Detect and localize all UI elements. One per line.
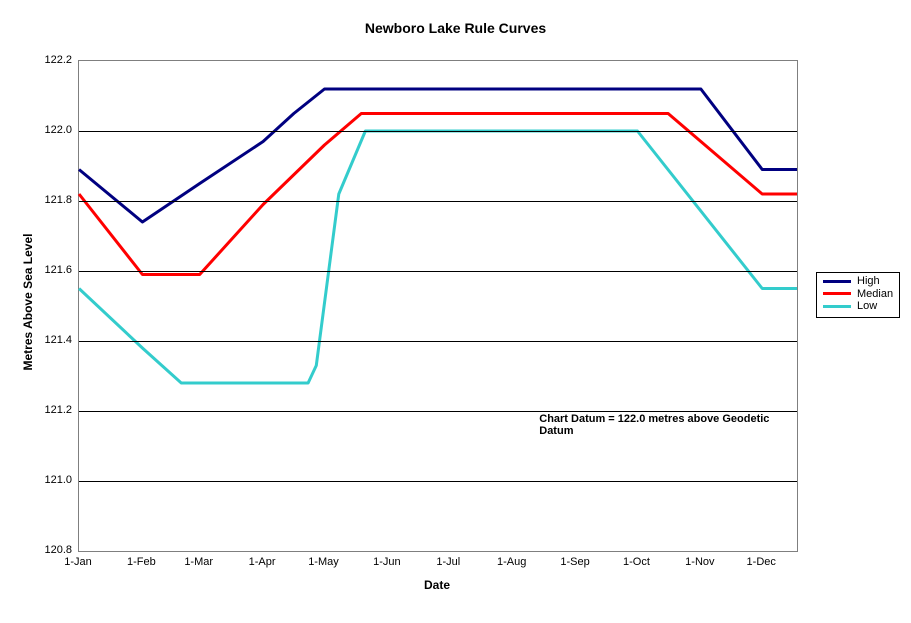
legend-box: HighMedianLow bbox=[816, 272, 900, 318]
chart-title: Newboro Lake Rule Curves bbox=[0, 20, 911, 36]
series-high bbox=[79, 89, 797, 222]
y-tick-label: 121.6 bbox=[24, 264, 72, 276]
legend-swatch bbox=[823, 305, 851, 308]
x-tick-label: 1-Oct bbox=[606, 556, 666, 568]
gridline-h bbox=[79, 411, 797, 412]
y-tick-label: 121.4 bbox=[24, 334, 72, 346]
gridline-h bbox=[79, 131, 797, 132]
chart-container: { "chart": { "type": "line", "title": "N… bbox=[0, 0, 911, 623]
x-tick-label: 1-Dec bbox=[731, 556, 791, 568]
legend-row-median: Median bbox=[823, 288, 893, 301]
x-tick-label: 1-Sep bbox=[545, 556, 605, 568]
legend: HighMedianLow bbox=[816, 272, 900, 318]
y-tick-label: 122.0 bbox=[24, 124, 72, 136]
legend-row-low: Low bbox=[823, 300, 893, 313]
gridline-h bbox=[79, 481, 797, 482]
y-tick-label: 121.2 bbox=[24, 404, 72, 416]
x-tick-label: 1-Jan bbox=[48, 556, 108, 568]
legend-row-high: High bbox=[823, 275, 893, 288]
gridline-h bbox=[79, 271, 797, 272]
series-low bbox=[79, 131, 797, 383]
x-tick-label: 1-Nov bbox=[670, 556, 730, 568]
gridline-h bbox=[79, 201, 797, 202]
legend-label: Median bbox=[857, 288, 893, 301]
y-tick-label: 121.0 bbox=[24, 474, 72, 486]
x-tick-label: 1-Mar bbox=[169, 556, 229, 568]
legend-swatch bbox=[823, 292, 851, 295]
x-tick-label: 1-Jul bbox=[418, 556, 478, 568]
legend-label: High bbox=[857, 275, 880, 288]
y-tick-label: 122.2 bbox=[24, 54, 72, 66]
plot-area: Chart Datum = 122.0 metres above Geodeti… bbox=[78, 60, 798, 552]
y-tick-label: 120.8 bbox=[24, 544, 72, 556]
y-tick-label: 121.8 bbox=[24, 194, 72, 206]
gridline-h bbox=[79, 341, 797, 342]
x-tick-label: 1-Apr bbox=[232, 556, 292, 568]
legend-swatch bbox=[823, 280, 851, 283]
x-axis-label: Date bbox=[78, 578, 796, 592]
x-tick-label: 1-Jun bbox=[357, 556, 417, 568]
x-tick-label: 1-Feb bbox=[111, 556, 171, 568]
y-axis-label: Metres Above Sea Level bbox=[21, 202, 35, 402]
legend-label: Low bbox=[857, 300, 877, 313]
x-tick-label: 1-May bbox=[293, 556, 353, 568]
line-series-svg bbox=[79, 61, 797, 551]
x-tick-label: 1-Aug bbox=[482, 556, 542, 568]
chart-datum-annotation: Chart Datum = 122.0 metres above Geodeti… bbox=[539, 413, 797, 437]
